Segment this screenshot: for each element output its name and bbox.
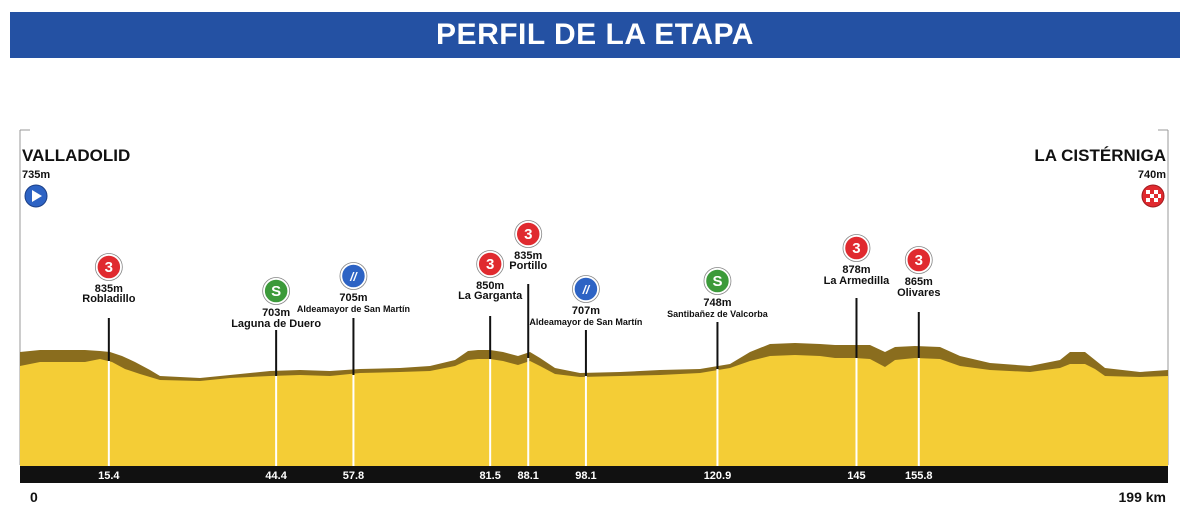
terrain-area	[20, 355, 1168, 466]
page-title: PERFIL DE LA ETAPA	[10, 12, 1180, 58]
point-km-label: 155.8	[905, 470, 933, 482]
point-elevation: 865m	[905, 276, 933, 288]
point-elevation: 850m	[476, 280, 504, 292]
point-km-label: 98.1	[575, 470, 596, 482]
point-elevation: 878m	[842, 264, 870, 276]
point-elevation: 707m	[572, 305, 600, 317]
kom-badge-icon: 3	[476, 250, 505, 278]
badge-text: //	[582, 283, 591, 297]
point-elevation: 705m	[339, 292, 367, 304]
finish-flag-icon	[1141, 184, 1165, 208]
point-km-label: 88.1	[518, 470, 539, 482]
point-name: Portillo	[509, 260, 547, 272]
badge-text: 3	[486, 256, 494, 273]
kom-badge-icon: 3	[514, 220, 543, 248]
road-crossing-icon: //	[572, 275, 600, 303]
point-name: Robladillo	[82, 293, 135, 305]
finish-elevation: 740m	[1138, 169, 1166, 181]
finish-town: LA CISTÉRNIGA	[1034, 146, 1166, 165]
point-name: La Garganta	[458, 290, 523, 302]
kom-badge-icon: 3	[94, 253, 123, 281]
km-bar	[20, 466, 1168, 483]
badge-text: 3	[915, 252, 923, 269]
point-km-label: 44.4	[265, 470, 287, 482]
badge-text: //	[349, 270, 358, 284]
point-name: Laguna de Duero	[231, 318, 321, 330]
point-km-label: 57.8	[343, 470, 364, 482]
point-name: Aldeamayor de San Martín	[297, 304, 410, 314]
badge-text: 3	[524, 226, 532, 243]
point-name: Aldeamayor de San Martín	[529, 317, 642, 327]
point-km-label: 145	[847, 470, 865, 482]
badge-text: S	[271, 283, 281, 300]
sprint-badge-icon: S	[703, 267, 732, 295]
point-elevation: 835m	[95, 283, 123, 295]
road-crossing-icon: //	[339, 262, 368, 290]
distance-start-label: 0	[30, 489, 38, 505]
kom-badge-icon: 3	[842, 234, 871, 262]
kom-badge-icon: 3	[904, 246, 933, 274]
point-name: Santibañez de Valcorba	[667, 309, 769, 319]
start-icon	[24, 184, 48, 208]
point-elevation: 748m	[703, 297, 731, 309]
start-town: VALLADOLID	[22, 146, 130, 165]
badge-text: 3	[852, 240, 860, 257]
badge-text: S	[712, 273, 722, 290]
distance-end-label: 199 km	[1119, 489, 1166, 505]
point-km-label: 81.5	[479, 470, 500, 482]
point-km-label: 15.4	[98, 470, 120, 482]
start-elevation: 735m	[22, 169, 50, 181]
point-elevation: 703m	[262, 307, 290, 319]
badge-text: 3	[105, 259, 113, 276]
point-name: La Armedilla	[824, 275, 890, 287]
point-elevation: 835m	[514, 250, 542, 262]
point-name: Olivares	[897, 287, 940, 299]
sprint-badge-icon: S	[262, 277, 291, 305]
point-km-label: 120.9	[704, 470, 732, 482]
